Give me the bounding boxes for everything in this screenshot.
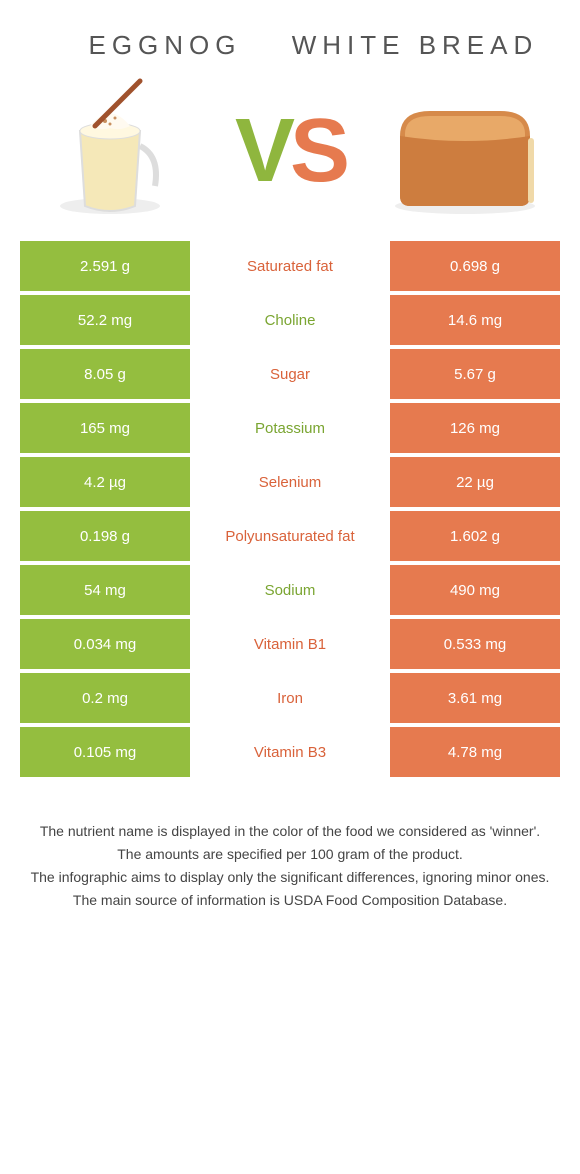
right-value: 0.533 mg — [390, 619, 560, 669]
nutrient-label: Sodium — [190, 565, 390, 615]
left-value: 165 mg — [20, 403, 190, 453]
comparison-table: 2.591 gSaturated fat0.698 g52.2 mgCholin… — [0, 241, 580, 777]
footer-notes: The nutrient name is displayed in the co… — [0, 781, 580, 911]
left-value: 8.05 g — [20, 349, 190, 399]
nutrient-label: Choline — [190, 295, 390, 345]
table-row: 52.2 mgCholine14.6 mg — [20, 295, 560, 345]
footer-line-3: The infographic aims to display only the… — [30, 867, 550, 888]
right-value: 1.602 g — [390, 511, 560, 561]
nutrient-label: Saturated fat — [190, 241, 390, 291]
vs-v: V — [235, 101, 290, 201]
footer-line-4: The main source of information is USDA F… — [30, 890, 550, 911]
footer-line-1: The nutrient name is displayed in the co… — [30, 821, 550, 842]
table-row: 0.105 mgVitamin B34.78 mg — [20, 727, 560, 777]
table-row: 54 mgSodium490 mg — [20, 565, 560, 615]
right-value: 490 mg — [390, 565, 560, 615]
vs-label: VS — [235, 100, 345, 203]
left-value: 0.2 mg — [20, 673, 190, 723]
right-value: 3.61 mg — [390, 673, 560, 723]
eggnog-image — [30, 76, 200, 226]
table-row: 0.198 gPolyunsaturated fat1.602 g — [20, 511, 560, 561]
food-left-title: Eggnog — [40, 30, 290, 61]
left-value: 2.591 g — [20, 241, 190, 291]
right-value: 5.67 g — [390, 349, 560, 399]
table-row: 0.2 mgIron3.61 mg — [20, 673, 560, 723]
left-value: 0.198 g — [20, 511, 190, 561]
footer-line-2: The amounts are specified per 100 gram o… — [30, 844, 550, 865]
right-value: 126 mg — [390, 403, 560, 453]
right-value: 0.698 g — [390, 241, 560, 291]
left-value: 52.2 mg — [20, 295, 190, 345]
nutrient-label: Sugar — [190, 349, 390, 399]
table-row: 0.034 mgVitamin B10.533 mg — [20, 619, 560, 669]
nutrient-label: Potassium — [190, 403, 390, 453]
right-value: 4.78 mg — [390, 727, 560, 777]
nutrient-label: Vitamin B3 — [190, 727, 390, 777]
left-value: 0.034 mg — [20, 619, 190, 669]
nutrient-label: Iron — [190, 673, 390, 723]
images-row: VS — [0, 71, 580, 241]
food-right-title: White Bread — [290, 30, 540, 61]
table-row: 2.591 gSaturated fat0.698 g — [20, 241, 560, 291]
table-row: 8.05 gSugar5.67 g — [20, 349, 560, 399]
header-row: Eggnog White Bread — [0, 0, 580, 71]
nutrient-label: Vitamin B1 — [190, 619, 390, 669]
right-value: 14.6 mg — [390, 295, 560, 345]
left-value: 4.2 µg — [20, 457, 190, 507]
vs-s: S — [290, 101, 345, 201]
nutrient-label: Selenium — [190, 457, 390, 507]
right-value: 22 µg — [390, 457, 560, 507]
bread-image — [380, 76, 550, 226]
table-row: 165 mgPotassium126 mg — [20, 403, 560, 453]
table-row: 4.2 µgSelenium22 µg — [20, 457, 560, 507]
nutrient-label: Polyunsaturated fat — [190, 511, 390, 561]
left-value: 0.105 mg — [20, 727, 190, 777]
left-value: 54 mg — [20, 565, 190, 615]
